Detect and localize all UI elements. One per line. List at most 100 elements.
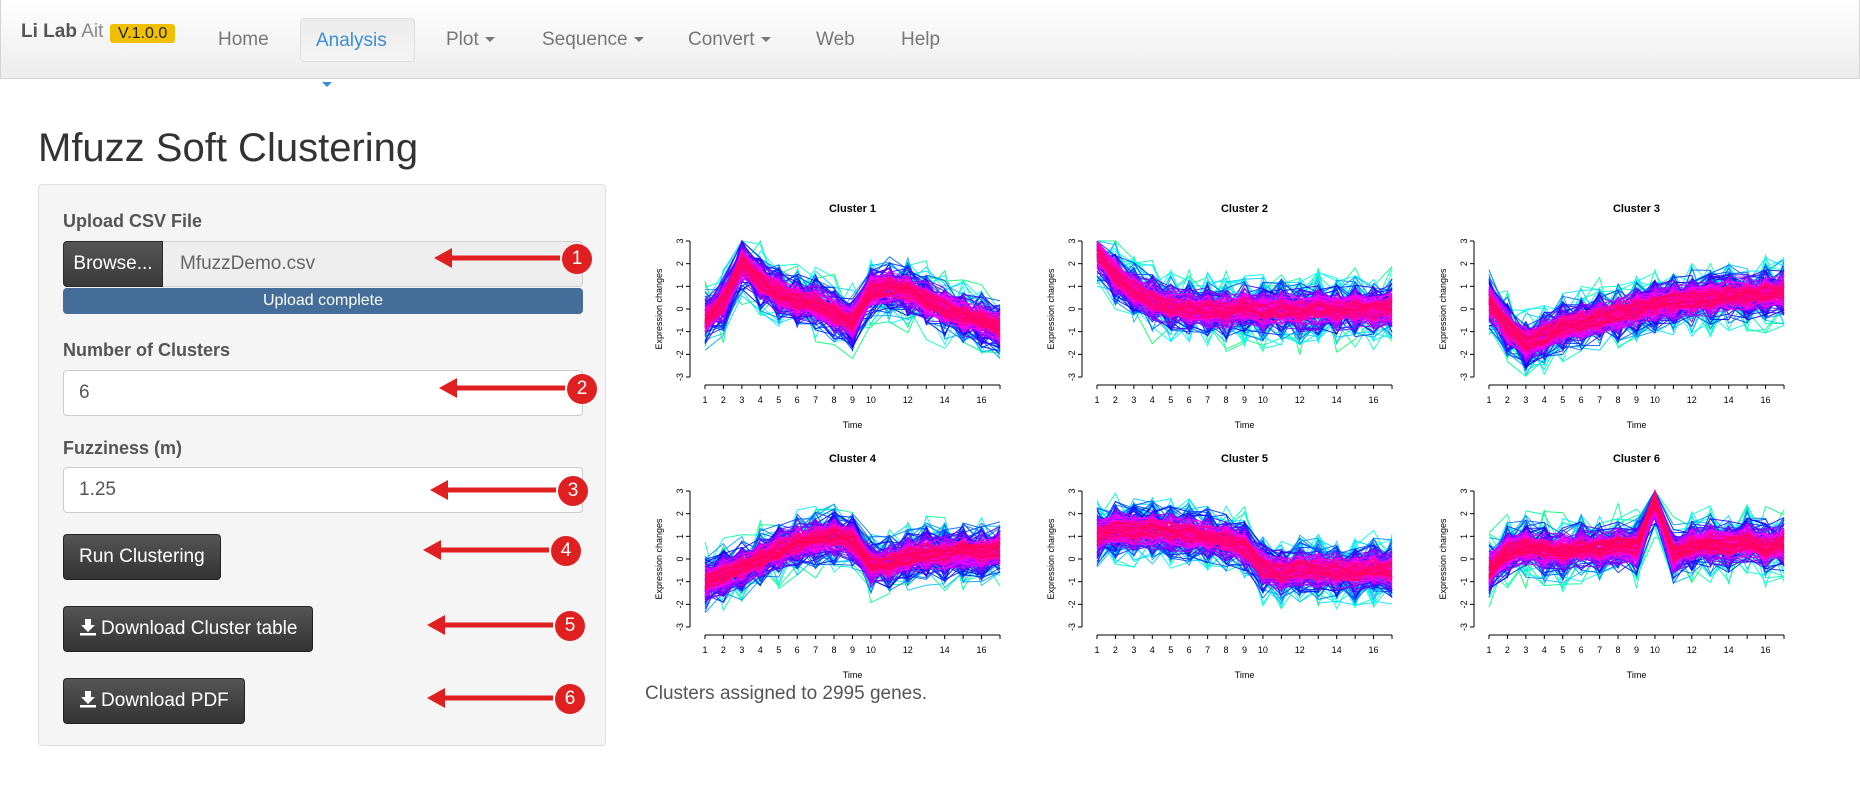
x-tick-label: 14 (940, 395, 950, 405)
x-tick-label: 5 (1168, 395, 1173, 405)
x-tick-label: 4 (1542, 645, 1547, 655)
nav-web[interactable]: Web (801, 18, 870, 62)
y-tick-label: -2 (1459, 600, 1469, 608)
arrow-left-icon (439, 378, 565, 398)
annotation-2: 2 (437, 371, 597, 411)
brand-sub: Ait (81, 21, 104, 42)
annotation-badge: 3 (558, 476, 588, 506)
plot-title: Cluster 3 (1613, 203, 1660, 215)
x-tick-label: 16 (977, 645, 987, 655)
nav-plot[interactable]: Plot (431, 18, 510, 62)
gene-profile-line (1488, 494, 1785, 576)
download-pdf-label: Download PDF (101, 690, 229, 711)
y-tick-label: 3 (675, 238, 685, 243)
gene-profile-line (1096, 526, 1393, 577)
gene-profile-line (704, 258, 1001, 332)
x-tick-label: 6 (795, 395, 800, 405)
x-tick-label: 12 (1295, 645, 1305, 655)
y-tick-label: -2 (675, 350, 685, 358)
browse-button[interactable]: Browse... (63, 241, 163, 287)
x-axis-label: Time (843, 420, 863, 430)
x-tick-label: 3 (1131, 645, 1136, 655)
x-tick-label: 8 (1224, 395, 1229, 405)
x-tick-label: 1 (702, 395, 707, 405)
y-tick-label: 1 (1459, 284, 1469, 289)
brand-main: Li Lab (21, 21, 77, 42)
gene-profile-line (704, 258, 1001, 335)
x-tick-label: 12 (1295, 395, 1305, 405)
x-tick-label: 14 (1332, 645, 1342, 655)
y-tick-label: 0 (1459, 556, 1469, 561)
y-tick-label: 2 (1459, 511, 1469, 516)
download-table-button[interactable]: Download Cluster table (63, 606, 314, 652)
x-tick-label: 1 (1094, 395, 1099, 405)
y-tick-label: -3 (1459, 623, 1469, 631)
gene-profile-line (1488, 270, 1785, 371)
x-tick-label: 6 (1187, 395, 1192, 405)
x-tick-label: 4 (1542, 395, 1547, 405)
x-tick-label: 1 (702, 645, 707, 655)
gene-profile-line (704, 282, 1001, 354)
x-tick-label: 4 (758, 645, 763, 655)
plot-title: Cluster 4 (829, 453, 877, 465)
x-tick-label: 14 (1332, 395, 1342, 405)
file-name-field[interactable]: MfuzzDemo.csv (163, 241, 583, 287)
y-tick-label: -1 (1067, 328, 1077, 336)
nav-label: Sequence (542, 29, 628, 50)
run-clustering-button[interactable]: Run Clustering (63, 534, 221, 580)
x-tick-label: 1 (1486, 645, 1491, 655)
brand[interactable]: Li Lab Ait (21, 21, 103, 43)
x-tick-label: 2 (721, 645, 726, 655)
nav-sequence[interactable]: Sequence (527, 18, 659, 62)
x-tick-label: 5 (776, 645, 781, 655)
gene-profile-line (704, 264, 1001, 334)
x-tick-label: 10 (866, 395, 876, 405)
x-axis-label: Time (843, 670, 863, 680)
nav-convert[interactable]: Convert (673, 18, 786, 62)
clusters-input[interactable]: 6 (63, 370, 583, 416)
x-axis-label: Time (1235, 670, 1255, 680)
x-tick-label: 9 (1634, 395, 1639, 405)
y-tick-label: 2 (1067, 261, 1077, 266)
arrow-left-icon (434, 248, 560, 268)
x-tick-label: 7 (1205, 395, 1210, 405)
gene-profile-line (1488, 292, 1785, 341)
y-tick-label: 2 (675, 511, 685, 516)
x-tick-label: 6 (1579, 395, 1584, 405)
x-tick-label: 12 (1687, 395, 1697, 405)
x-tick-label: 1 (1486, 395, 1491, 405)
annotation-badge: 2 (567, 374, 597, 404)
y-tick-label: 0 (675, 306, 685, 311)
x-tick-label: 12 (903, 395, 913, 405)
x-tick-label: 5 (1168, 645, 1173, 655)
x-tick-label: 1 (1094, 645, 1099, 655)
file-upload-group: Browse... MfuzzDemo.csv (63, 241, 583, 287)
annotation-badge: 5 (555, 611, 585, 641)
clusters-label: Number of Clusters (63, 340, 231, 360)
x-tick-label: 16 (977, 395, 987, 405)
x-tick-label: 5 (1560, 395, 1565, 405)
gene-profile-line (1488, 284, 1785, 351)
nav-home[interactable]: Home (203, 18, 284, 62)
gene-profile-line (1096, 525, 1393, 576)
y-axis-label: Expression changes (1046, 518, 1056, 600)
x-tick-label: 16 (1369, 395, 1379, 405)
nav-analysis[interactable]: Analysis (300, 18, 415, 88)
plot-title: Cluster 6 (1613, 453, 1660, 465)
plot-title: Cluster 5 (1221, 453, 1268, 465)
x-tick-label: 2 (1113, 395, 1118, 405)
annotation-5: 5 (425, 608, 585, 648)
arrow-left-icon (427, 688, 553, 708)
y-tick-label: -1 (675, 578, 685, 586)
y-tick-label: -2 (1459, 350, 1469, 358)
gene-profile-line (1096, 524, 1393, 578)
annotation-badge: 1 (562, 244, 592, 274)
x-tick-label: 10 (1258, 645, 1268, 655)
download-pdf-button[interactable]: Download PDF (63, 678, 245, 724)
annotation-badge: 4 (551, 536, 581, 566)
gene-profile-line (1096, 249, 1393, 320)
plot-title: Cluster 2 (1221, 203, 1268, 215)
x-tick-label: 9 (1242, 395, 1247, 405)
nav-help[interactable]: Help (886, 18, 955, 62)
